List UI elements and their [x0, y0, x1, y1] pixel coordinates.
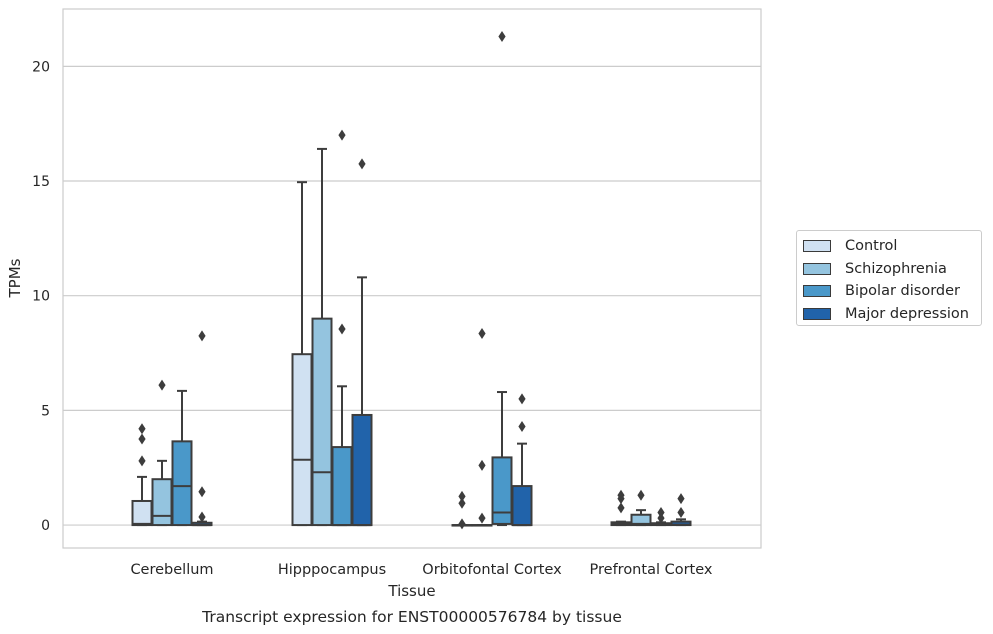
y-gridlines: [63, 65, 761, 526]
outlier-point: [677, 493, 685, 505]
box-schizophrenia-cerebellum: [151, 379, 173, 527]
box-bipolar-disorder-cerebellum: [171, 389, 193, 527]
outlier-point: [158, 379, 166, 391]
legend-swatch-bipolar-disorder: [803, 285, 831, 298]
outlier-point: [518, 393, 526, 405]
outlier-point: [617, 502, 625, 514]
legend-label-major-depression: Major depression: [845, 305, 969, 322]
legend-label-schizophrenia: Schizophrenia: [845, 260, 947, 277]
outlier-point: [198, 486, 206, 498]
box-major-depression-prefrontal-cortex: [670, 493, 692, 527]
boxes: [131, 31, 692, 530]
outlier-point: [358, 158, 366, 170]
outlier-point: [637, 489, 645, 501]
outlier-point: [138, 423, 146, 435]
box-major-depression-hipppocampus: [351, 158, 373, 527]
box-schizophrenia-prefrontal-cortex: [630, 489, 652, 527]
legend-label-control: Control: [845, 238, 898, 255]
outlier-point: [498, 31, 506, 43]
outlier-point: [657, 512, 665, 524]
y-tick-label-20: 20: [32, 59, 50, 75]
outlier-point: [458, 490, 466, 502]
box-control-cerebellum: [131, 423, 153, 527]
outlier-point: [478, 459, 486, 471]
x-tick-labels: Cerebellum Hipppocampus Orbitofontal Corte…: [130, 562, 712, 578]
x-tick-label-cerebellum: Cerebellum: [130, 562, 213, 578]
y-tick-labels: 0 5 10 15 20: [32, 59, 50, 534]
box-schizophrenia-orbitofontal-cortex: [471, 328, 493, 527]
legend-item-schizophrenia: Schizophrenia: [803, 258, 973, 281]
box-iqr: [171, 440, 193, 527]
y-tick-label-10: 10: [32, 289, 50, 305]
box-major-depression-cerebellum: [191, 330, 213, 527]
outlier-point: [478, 512, 486, 524]
box-iqr: [131, 499, 153, 527]
plot-area-frame: [62, 8, 762, 549]
chart-title: Transcript expression for ENST0000057678…: [201, 608, 622, 626]
outlier-point: [657, 506, 665, 518]
box-iqr: [491, 456, 513, 525]
box-bipolar-disorder-orbitofontal-cortex: [491, 31, 513, 527]
box-iqr: [630, 513, 652, 527]
outlier-point: [338, 323, 346, 335]
outlier-point: [518, 420, 526, 432]
legend-swatch-schizophrenia: [803, 262, 831, 275]
legend-label-bipolar-disorder: Bipolar disorder: [845, 283, 960, 300]
legend-item-major-depression: Major depression: [803, 303, 973, 326]
legend-item-control: Control: [803, 235, 973, 258]
outlier-point: [338, 129, 346, 141]
outlier-point: [138, 455, 146, 467]
box-iqr: [291, 353, 313, 527]
box-bipolar-disorder-hipppocampus: [331, 129, 353, 527]
box-iqr: [311, 317, 333, 527]
x-tick-label-orbitofontal-cortex: Orbitofontal Cortex: [422, 562, 562, 578]
outlier-point: [138, 433, 146, 445]
x-tick-label-prefrontal-cortex: Prefrontal Cortex: [590, 562, 713, 578]
outlier-point: [617, 489, 625, 501]
outlier-point: [458, 497, 466, 509]
outlier-point: [198, 330, 206, 342]
box-bipolar-disorder-prefrontal-cortex: [650, 506, 672, 527]
box-iqr: [331, 446, 353, 527]
box-schizophrenia-hipppocampus: [311, 147, 333, 527]
legend-swatch-major-depression: [803, 307, 831, 320]
legend: Control Schizophrenia Bipolar disorder M…: [796, 230, 982, 326]
x-axis-label: Tissue: [387, 582, 435, 600]
box-iqr: [351, 413, 373, 527]
y-axis-label: TPMs: [6, 258, 24, 298]
legend-item-bipolar-disorder: Bipolar disorder: [803, 280, 973, 303]
outlier-point: [478, 328, 486, 340]
y-tick-label-15: 15: [32, 174, 50, 190]
box-control-prefrontal-cortex: [610, 489, 632, 527]
y-tick-label-5: 5: [41, 403, 50, 419]
legend-swatch-control: [803, 240, 831, 253]
y-tick-label-0: 0: [41, 518, 50, 534]
outlier-point: [198, 511, 206, 523]
outlier-point: [458, 518, 466, 530]
box-iqr: [511, 485, 533, 527]
box-control-orbitofontal-cortex: [451, 490, 473, 530]
outlier-point: [677, 506, 685, 518]
box-major-depression-orbitofontal-cortex: [511, 393, 533, 527]
box-iqr: [151, 478, 173, 527]
box-control-hipppocampus: [291, 181, 313, 527]
x-tick-label-hipppocampus: Hipppocampus: [278, 562, 386, 578]
